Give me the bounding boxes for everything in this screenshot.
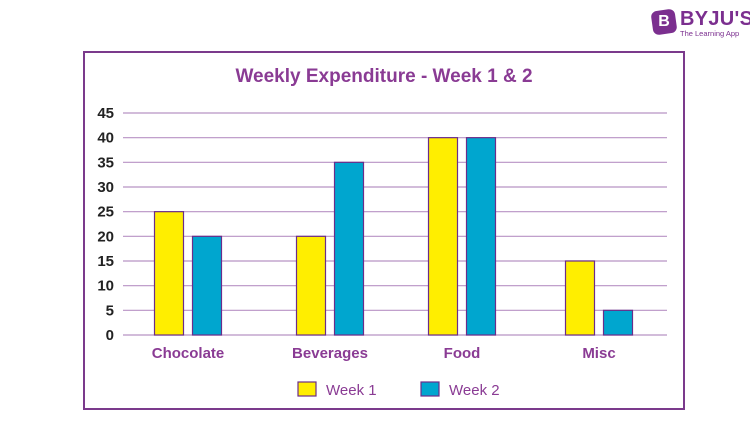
bar-week-2-chocolate <box>191 235 223 336</box>
y-axis-tick-labels: 0 5 10 15 20 25 30 35 40 45 <box>97 105 114 344</box>
y-tick-label: 20 <box>97 228 114 245</box>
legend-label: Week 1 <box>326 382 377 399</box>
legend-swatch <box>297 381 317 397</box>
bar-week-1-beverages <box>295 235 327 336</box>
y-tick-label: 30 <box>97 179 114 196</box>
y-tick-label: 35 <box>97 154 114 171</box>
brand-name: BYJU'S <box>680 8 750 30</box>
bar-week-2-beverages <box>333 161 365 336</box>
chart-title: Weekly Expenditure - Week 1 & 2 <box>235 66 533 87</box>
byjus-logo: BYJU'S The Learning App <box>650 6 750 40</box>
y-tick-label: 40 <box>97 130 114 147</box>
legend-swatch <box>420 381 440 397</box>
bar-week-2-misc <box>602 309 634 336</box>
chart-frame <box>83 51 685 410</box>
brand-tagline: The Learning App <box>680 29 740 38</box>
y-tick-label: 25 <box>97 204 114 221</box>
bar-week-1-misc <box>564 260 596 336</box>
x-axis-category-labels: Chocolate Beverages Food Misc <box>152 345 616 362</box>
bar-week-1-chocolate <box>153 211 185 336</box>
x-category-label: Chocolate <box>152 345 225 362</box>
bar-week-2-food <box>465 137 497 336</box>
legend-label: Week 2 <box>449 382 500 399</box>
x-category-label: Beverages <box>292 345 368 362</box>
y-tick-label: 0 <box>106 327 114 344</box>
x-category-label: Food <box>444 345 481 362</box>
y-tick-label: 45 <box>97 105 114 122</box>
x-category-label: Misc <box>582 345 615 362</box>
y-tick-label: 15 <box>97 253 114 270</box>
y-tick-label: 5 <box>106 302 114 319</box>
legend: Week 1 Week 2 <box>297 381 500 399</box>
y-tick-label: 10 <box>97 278 114 295</box>
bar-week-1-food <box>427 137 459 336</box>
bars <box>153 137 634 336</box>
